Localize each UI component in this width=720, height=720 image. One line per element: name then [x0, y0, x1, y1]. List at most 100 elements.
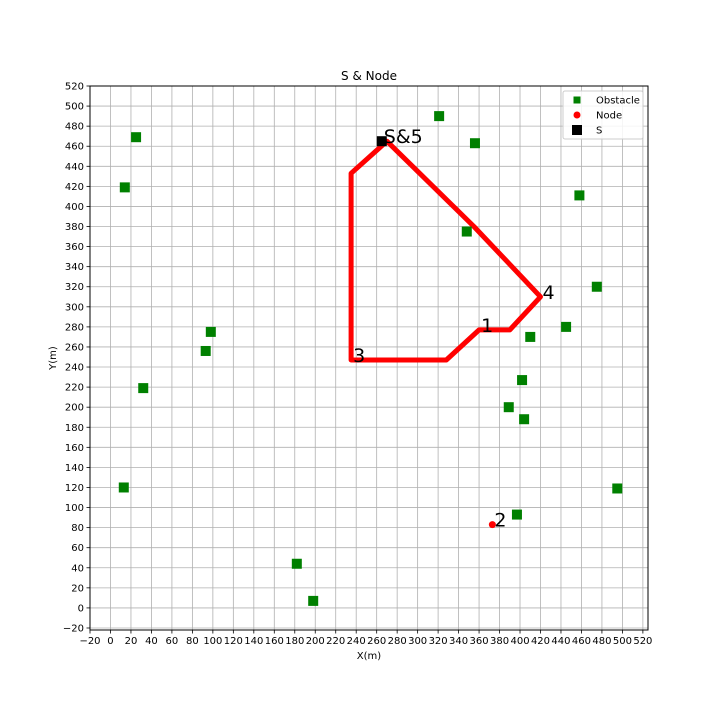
legend-label: Node [596, 111, 622, 122]
y-axis-label: Y(m) [48, 346, 59, 371]
obstacle-point [461, 226, 472, 237]
y-tick-label: 340 [65, 262, 84, 273]
x-tick-label: 60 [166, 636, 179, 647]
x-tick-label: 300 [408, 636, 427, 647]
x-tick-label: 340 [449, 636, 468, 647]
y-tick-label: 180 [65, 423, 84, 434]
x-tick-label: 520 [633, 636, 652, 647]
route-path-layer [348, 138, 543, 363]
x-tick-label: 20 [125, 636, 138, 647]
node-annotation: 4 [542, 282, 554, 304]
x-tick-label: 400 [510, 636, 529, 647]
legend-frame [562, 90, 644, 140]
obstacle-point [200, 345, 211, 356]
y-tick-label: 140 [65, 463, 84, 474]
y-tick-label: 220 [65, 383, 84, 394]
legend: Obstacle Node S [562, 90, 644, 140]
node-point [488, 521, 496, 529]
y-tick-label: 320 [65, 282, 84, 293]
obstacle-point [118, 482, 129, 493]
y-tick-label: 300 [65, 302, 84, 313]
y-tick-label: 380 [65, 222, 84, 233]
node-annotation: 1 [481, 315, 493, 337]
y-tick-label: 240 [65, 363, 84, 374]
y-tick-label: 100 [65, 503, 84, 514]
y-tick-label: 500 [65, 102, 84, 113]
node-annotation: S&5 [384, 126, 423, 148]
x-tick-label: 380 [490, 636, 509, 647]
x-tick-label: −20 [79, 636, 100, 647]
x-tick-label: 260 [367, 636, 386, 647]
obstacle-point [519, 414, 530, 425]
x-tick-label: 0 [107, 636, 113, 647]
y-axis-ticks: −20 0 20 40 60 80 100 120 140 160 180 200 220 240 260 2… [63, 82, 90, 634]
obstacle-point [308, 595, 319, 606]
x-tick-label: 240 [347, 636, 366, 647]
x-tick-label: 220 [326, 636, 345, 647]
x-tick-label: 160 [265, 636, 284, 647]
route-path [348, 138, 543, 363]
y-tick-label: 20 [71, 583, 84, 594]
legend-marker [573, 111, 581, 119]
obstacle-point [525, 331, 536, 342]
y-tick-label: 60 [71, 543, 84, 554]
x-tick-label: 180 [285, 636, 304, 647]
y-tick-label: 200 [65, 403, 84, 414]
y-tick-label: 360 [65, 242, 84, 253]
obstacle-point [517, 375, 528, 386]
annotations-layer: S&5 1 2 3 4 [353, 126, 555, 531]
x-tick-label: 100 [203, 636, 222, 647]
y-tick-label: 260 [65, 342, 84, 353]
obstacle-point [131, 132, 142, 143]
grid-lines [89, 85, 648, 630]
x-tick-label: 140 [244, 636, 263, 647]
x-tick-label: 40 [145, 636, 158, 647]
legend-label: Obstacle [596, 96, 640, 107]
obstacle-point [591, 281, 602, 292]
chart-title: S & Node [341, 69, 397, 83]
x-tick-label: 460 [572, 636, 591, 647]
obstacle-point [612, 483, 623, 494]
y-tick-label: 520 [65, 82, 84, 93]
y-tick-label: 40 [71, 563, 84, 574]
y-tick-label: −20 [63, 623, 84, 634]
legend-label: S [596, 126, 602, 137]
obstacle-point [138, 383, 149, 394]
plot-frame [89, 85, 649, 631]
x-tick-label: 80 [186, 636, 199, 647]
start-point [376, 136, 387, 147]
x-tick-label: 440 [551, 636, 570, 647]
obstacle-point [561, 321, 572, 332]
x-tick-label: 360 [470, 636, 489, 647]
obstacle-point [503, 402, 514, 413]
obstacle-point [469, 138, 480, 149]
obstacle-point [119, 182, 130, 193]
y-tick-label: 400 [65, 202, 84, 213]
obstacle-point [434, 111, 445, 122]
node-annotation: 2 [494, 510, 506, 532]
x-tick-label: 500 [613, 636, 632, 647]
obstacle-point [511, 509, 522, 520]
x-axis-ticks: −20 0 20 40 60 80 100 120 140 160 180 200 220 240 260 2… [79, 630, 652, 647]
x-tick-label: 200 [306, 636, 325, 647]
x-axis-label: X(m) [357, 651, 381, 662]
obstacle-point [574, 190, 585, 201]
obstacle-point [291, 558, 302, 569]
points-layer [118, 111, 623, 606]
x-tick-label: 280 [388, 636, 407, 647]
x-tick-label: 480 [592, 636, 611, 647]
y-tick-label: 80 [71, 523, 84, 534]
x-tick-label: 320 [429, 636, 448, 647]
y-tick-label: 0 [78, 603, 84, 614]
x-tick-label: 120 [224, 636, 243, 647]
y-tick-label: 460 [65, 142, 84, 153]
y-tick-label: 160 [65, 443, 84, 454]
y-tick-label: 420 [65, 182, 84, 193]
y-tick-label: 480 [65, 122, 84, 133]
legend-marker [572, 125, 582, 135]
node-annotation: 3 [353, 345, 365, 367]
y-tick-label: 440 [65, 162, 84, 173]
obstacle-point [205, 326, 216, 337]
legend-marker [573, 96, 581, 104]
